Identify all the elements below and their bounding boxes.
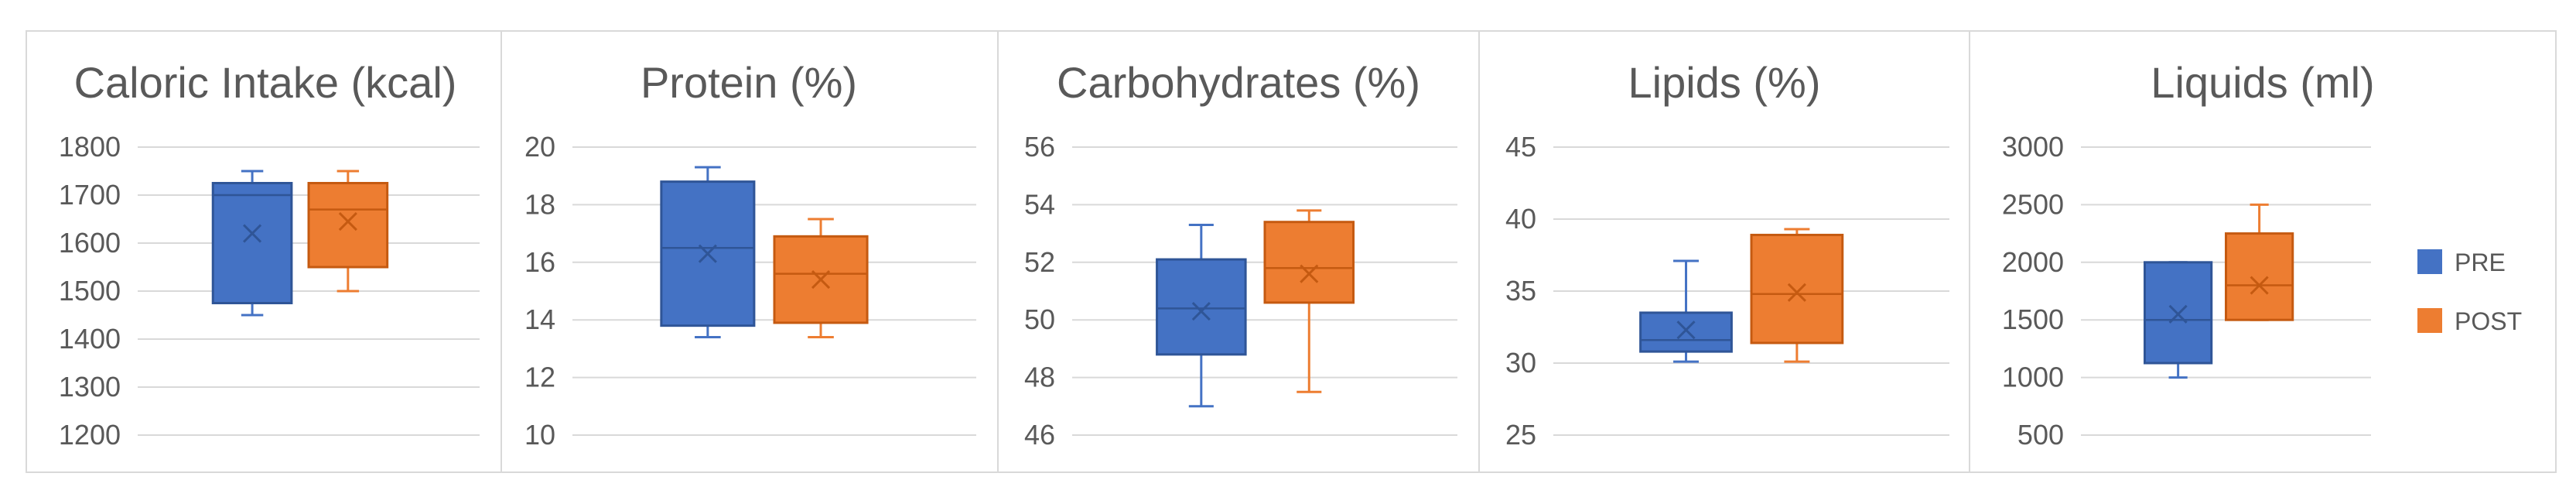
mean-marker: [1191, 301, 1211, 321]
box-post: [307, 170, 389, 293]
mean-marker: [1676, 321, 1696, 340]
iqr-box: [211, 182, 293, 304]
iqr-box: [1639, 311, 1733, 353]
box-post: [1263, 209, 1355, 393]
iqr-box: [1156, 258, 1247, 356]
iqr-box: [1750, 233, 1844, 345]
y-tick-label: 46: [1024, 419, 1055, 451]
y-tick-label: 48: [1024, 362, 1055, 393]
chart-title: Liquids (ml): [2151, 58, 2374, 107]
y-tick-label: 25: [1505, 419, 1536, 451]
box-pre: [2144, 261, 2213, 379]
legend-swatch: [2417, 308, 2442, 333]
legend-swatch: [2417, 249, 2442, 274]
legend: PRE POST: [2417, 249, 2522, 335]
y-tick-label: 500: [2017, 419, 2064, 451]
y-tick-label: 10: [524, 419, 555, 451]
box-post: [1750, 228, 1844, 363]
chart-panel: 45 40 35 30 25 Lipids (%): [1478, 30, 1970, 473]
legend-item-pre: PRE: [2417, 249, 2506, 276]
y-tick-label: 52: [1024, 246, 1055, 278]
legend-label: PRE: [2455, 249, 2506, 276]
chart-panel: 1800 1700 1600 1500 1400 1300 1200 Caloric Inta…: [26, 30, 502, 473]
mean-marker: [243, 224, 262, 243]
mean-marker: [338, 212, 357, 231]
y-tick-label: 18: [524, 188, 555, 220]
y-tick-label: 2000: [2002, 246, 2064, 278]
chart-panel: 56 54 52 50 48 46 Carbohydrates (%): [997, 30, 1480, 473]
y-tick-label: 2500: [2002, 188, 2064, 220]
mean-marker: [2250, 276, 2269, 295]
y-tick-label: 3000: [2002, 131, 2064, 163]
y-tick-label: 50: [1024, 303, 1055, 335]
y-tick-label: 1400: [59, 323, 121, 355]
chart-panel: 20 18 16 14 12 10 Protein (%): [501, 30, 999, 473]
y-tick-label: 1500: [59, 275, 121, 307]
box-pre: [1156, 223, 1247, 408]
y-tick-label: 14: [524, 303, 555, 335]
mean-marker: [698, 244, 717, 263]
y-tick-label: 1200: [59, 419, 121, 451]
iqr-box: [2225, 232, 2294, 321]
panel-border: [1478, 30, 1970, 473]
iqr-box: [2144, 261, 2213, 365]
mean-marker: [811, 270, 831, 290]
chart-title: Carbohydrates (%): [1057, 58, 1420, 107]
chart-panel: 3000 2500 2000 1500 1000 500 Liquids (ml): [1969, 30, 2557, 473]
y-tick-label: 45: [1505, 131, 1536, 163]
y-tick-label: 20: [524, 131, 555, 163]
mean-marker: [1787, 283, 1806, 302]
box-pre: [211, 170, 293, 317]
box-post: [773, 218, 869, 339]
y-tick-label: 35: [1505, 275, 1536, 307]
y-tick-label: 1600: [59, 227, 121, 259]
chart-title: Lipids (%): [1628, 58, 1821, 107]
iqr-box: [307, 182, 389, 269]
y-tick-label: 1700: [59, 179, 121, 211]
y-tick-label: 56: [1024, 131, 1055, 163]
y-tick-label: 16: [524, 246, 555, 278]
legend-label: POST: [2455, 307, 2522, 335]
y-tick-label: 1000: [2002, 362, 2064, 393]
y-tick-label: 12: [524, 362, 555, 393]
legend-item-post: POST: [2417, 307, 2522, 335]
y-tick-label: 1800: [59, 131, 121, 163]
box-pre: [1639, 259, 1733, 363]
y-tick-label: 30: [1505, 347, 1536, 379]
box-pre: [660, 166, 756, 339]
box-post: [2225, 203, 2294, 321]
y-tick-label: 1300: [59, 371, 121, 403]
y-tick-label: 54: [1024, 188, 1055, 220]
mean-marker: [2168, 304, 2188, 324]
mean-marker: [1300, 264, 1319, 283]
chart-title: Protein (%): [641, 58, 857, 107]
panel-border: [997, 30, 1480, 473]
iqr-box: [1263, 221, 1355, 304]
y-tick-label: 40: [1505, 203, 1536, 235]
chart-title: Caloric Intake (kcal): [74, 58, 457, 107]
y-tick-label: 1500: [2002, 303, 2064, 335]
